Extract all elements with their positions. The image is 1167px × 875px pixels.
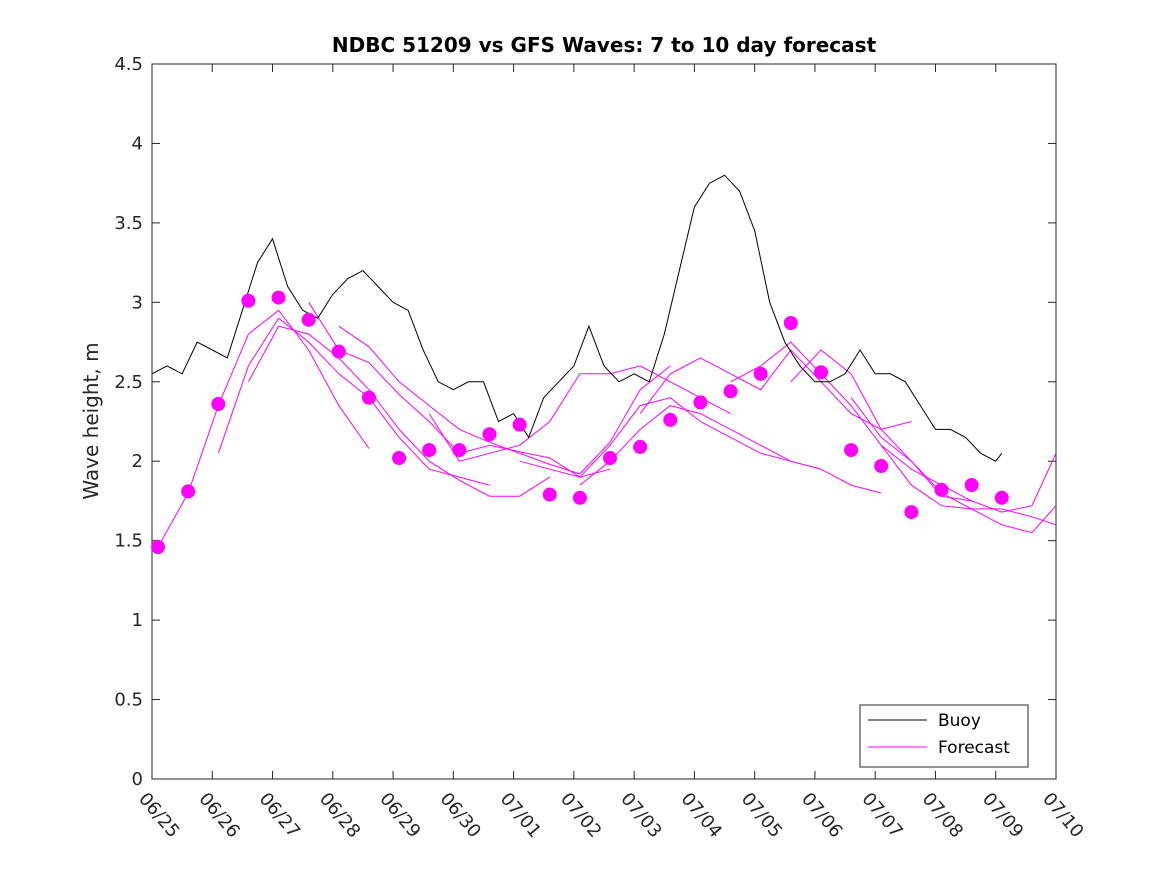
forecast-point [211,397,226,412]
forecast-run-line [730,341,972,502]
forecast-run-line [790,349,1057,526]
forecast-point [994,490,1009,505]
y-tick-label: 4.5 [114,54,143,75]
forecast-point [783,315,798,330]
forecast-point [361,390,376,405]
forecast-point [241,293,256,308]
y-tick-label: 1 [132,610,143,631]
forecast-point [392,451,407,466]
forecast-run-line [850,397,1057,513]
forecast-run-line [247,325,551,497]
legend: Buoy Forecast [859,704,1029,768]
buoy-series [151,174,1003,462]
forecast-point [813,365,828,380]
forecast-run-line [157,309,370,548]
forecast-point [603,451,618,466]
forecast-point [181,484,196,499]
forecast-run-lines [157,302,1057,548]
forecast-point [874,458,889,473]
forecast-point [753,366,768,381]
forecast-point [151,540,166,555]
forecast-run-line [880,444,1057,534]
y-axis: 0 0.5 1 1.5 2 2.5 3 3.5 4 4.5 [114,54,1056,790]
forecast-point [542,487,557,502]
forecast-point [482,427,497,442]
y-tick-label: 1.5 [114,531,143,552]
legend-box [859,704,1029,768]
forecast-run-line [217,317,490,486]
forecast-point [934,482,949,497]
forecast-point [422,443,437,458]
buoy-line [151,174,1003,462]
forecast-point [512,417,527,432]
forecast-run-line [519,397,822,478]
chart-title: NDBC 51209 vs GFS Waves: 7 to 10 day for… [332,33,877,57]
y-tick-label: 0 [132,769,143,790]
forecast-point [723,384,738,399]
forecast-point [693,395,708,410]
y-tick-label: 2 [132,451,143,472]
forecast-point [331,344,346,359]
forecast-point [964,478,979,493]
y-tick-label: 3 [132,292,143,313]
y-tick-label: 2.5 [114,372,143,393]
y-tick-label: 3.5 [114,213,143,234]
forecast-point [633,439,648,454]
legend-buoy-label: Buoy [938,711,981,731]
forecast-run-line [639,349,912,430]
forecast-run-line [428,365,731,462]
forecast-point [844,443,859,458]
forecast-run-line [338,325,671,475]
forecast-point [301,312,316,327]
y-tick-label: 4 [132,133,143,154]
forecast-point [271,290,286,305]
forecast-point [572,490,587,505]
legend-forecast-label: Forecast [938,738,1010,758]
forecast-point [663,412,678,427]
plot-area [151,63,1057,780]
forecast-point [452,443,467,458]
y-tick-label: 0.5 [114,690,143,711]
forecast-dots [151,290,1009,555]
forecast-point [904,505,919,520]
forecast-run-line [579,405,882,494]
y-axis-label: Wave height, m [79,342,103,499]
